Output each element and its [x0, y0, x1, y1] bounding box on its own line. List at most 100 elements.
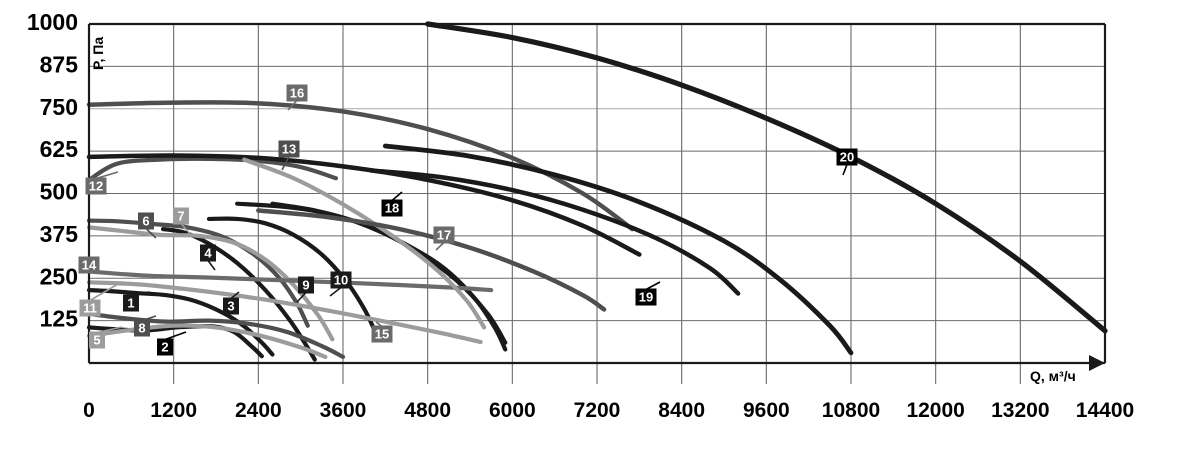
label-box	[89, 331, 105, 349]
label-box	[200, 244, 216, 262]
label-box	[79, 299, 101, 317]
leader-line	[391, 191, 403, 202]
x-axis-title: Q, м³/ч	[1030, 368, 1076, 384]
y-tick-label: 1000	[27, 9, 78, 35]
curve-13	[86, 153, 642, 257]
curve-label-11: 11	[79, 283, 119, 317]
curve-label-16: 16	[286, 84, 308, 111]
leader-line	[145, 227, 157, 239]
label-box	[371, 325, 393, 343]
y-tick-label: 250	[40, 263, 78, 289]
label-box	[173, 207, 189, 225]
x-tick-label: 7200	[574, 399, 621, 422]
leader-line	[89, 283, 119, 302]
leader-line	[329, 286, 342, 297]
label-text: 20	[840, 149, 854, 164]
curve-label-2: 2	[157, 331, 187, 356]
label-text: 14	[82, 257, 97, 272]
label-text: 18	[385, 200, 399, 215]
curve-label-19: 19	[635, 281, 661, 306]
curve-3	[160, 226, 317, 362]
x-tick-label: 2400	[235, 399, 282, 422]
curve-5	[86, 323, 328, 359]
label-text: 1	[127, 295, 134, 310]
leader-line	[180, 222, 193, 237]
x-tick-label: 4800	[404, 399, 451, 422]
curve-label-9: 9	[296, 276, 314, 303]
x-tick-label: 3600	[320, 399, 367, 422]
leader-line	[230, 291, 240, 300]
label-text: 16	[290, 85, 304, 100]
label-box	[635, 288, 657, 306]
label-text: 6	[142, 213, 149, 228]
curve-16	[86, 100, 635, 232]
label-box	[134, 319, 150, 337]
curve-label-17: 17	[433, 226, 455, 251]
label-box	[381, 199, 403, 217]
x-tick-label: 10800	[822, 399, 880, 422]
curve-19	[382, 143, 854, 356]
leader-line	[281, 156, 290, 171]
label-box	[278, 140, 300, 158]
curve-15	[242, 157, 487, 330]
label-box	[223, 297, 239, 315]
label-box	[78, 256, 100, 274]
curve-label-20: 20	[836, 148, 858, 176]
curve-10	[270, 201, 508, 352]
leader-line	[95, 171, 119, 180]
curve-18	[368, 168, 741, 296]
label-box	[138, 212, 154, 230]
curve-label-14: 14	[78, 256, 119, 274]
label-text: 19	[639, 289, 653, 304]
label-text: 13	[282, 141, 296, 156]
x-tick-label: 1200	[150, 399, 197, 422]
x-tick-label: 8400	[658, 399, 705, 422]
curve-12	[86, 156, 339, 183]
x-tick-label: 6000	[489, 399, 536, 422]
y-tick-label: 625	[40, 136, 79, 162]
curve-layer	[86, 21, 1108, 362]
leader-line	[207, 260, 216, 271]
label-box	[433, 226, 455, 244]
curve-4	[206, 216, 377, 333]
label-box	[157, 338, 173, 356]
leader-line	[296, 291, 307, 303]
curve-label-5: 5	[89, 326, 123, 349]
leader-line	[435, 241, 445, 251]
label-text: 8	[138, 320, 145, 335]
curve-17	[256, 208, 607, 312]
curve-11	[86, 280, 483, 345]
curve-label-13: 13	[278, 140, 300, 171]
label-text: 10	[334, 272, 348, 287]
label-box	[298, 276, 314, 294]
curve-label-18: 18	[381, 191, 403, 217]
curve-label-10: 10	[329, 271, 352, 297]
curve-label-8: 8	[134, 315, 157, 337]
x-tick-label: 13200	[991, 399, 1049, 422]
x-tick-label: 12000	[906, 399, 964, 422]
label-box	[330, 271, 352, 289]
label-text: 2	[161, 339, 168, 354]
x-tick-label: 0	[83, 399, 95, 422]
label-box	[123, 294, 139, 312]
y-tick-label: 375	[40, 221, 79, 247]
axis-title-layer: P, Па Q, м³/ч	[90, 37, 1076, 384]
label-box	[286, 84, 308, 102]
label-box	[85, 177, 107, 195]
y-tick-label: 125	[40, 306, 79, 332]
curve-6	[86, 218, 310, 328]
y-tick-label: 750	[40, 94, 78, 120]
curve-label-3: 3	[223, 291, 240, 315]
label-text: 12	[89, 178, 103, 193]
label-text: 9	[302, 277, 309, 292]
y-axis-title: P, Па	[90, 37, 106, 70]
leader-line	[287, 99, 298, 111]
curve-label-4: 4	[200, 244, 216, 271]
curve-label-12: 12	[85, 171, 119, 195]
curve-1	[86, 288, 275, 357]
label-text: 15	[375, 326, 389, 341]
curve-label-1: 1	[123, 291, 151, 312]
